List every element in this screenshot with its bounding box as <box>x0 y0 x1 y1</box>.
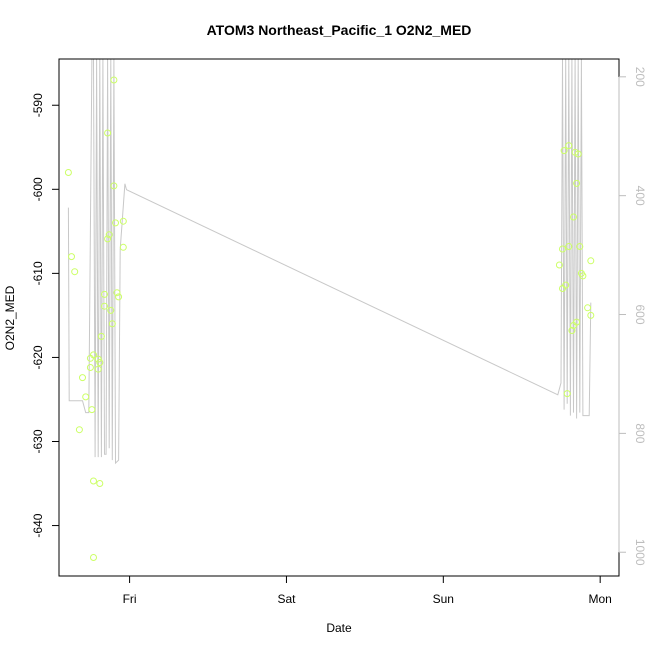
data-point <box>107 306 115 314</box>
y-tick-label: -610 <box>31 261 45 285</box>
x-tick-label: Sat <box>277 592 296 606</box>
plot-area <box>64 58 595 561</box>
data-point <box>64 169 72 176</box>
data-point <box>97 332 105 340</box>
data-point <box>82 393 90 401</box>
data-point <box>75 426 83 434</box>
data-point <box>565 243 573 250</box>
data-point <box>579 272 587 280</box>
chart-title: ATOM3 Northeast_Pacific_1 O2N2_MED <box>207 22 472 38</box>
data-point <box>573 318 581 326</box>
data-point <box>79 374 86 382</box>
y-tick-label: -630 <box>31 429 45 453</box>
data-point <box>68 253 75 261</box>
data-point <box>90 554 97 561</box>
data-point <box>565 142 573 150</box>
y-tick-label: -600 <box>31 177 45 201</box>
data-point <box>576 243 584 250</box>
data-point <box>101 302 108 310</box>
y-axis-left: -590 -600 -610 -620 -630 -640 <box>31 93 60 538</box>
data-point <box>584 304 592 312</box>
data-point <box>96 480 104 487</box>
data-point <box>112 219 119 227</box>
line-layer <box>67 58 592 465</box>
series-line <box>67 58 592 465</box>
y-axis-right: 200 400 600 800 1000 <box>618 67 647 566</box>
data-point <box>86 364 94 371</box>
y2-tick-label: 600 <box>633 305 647 325</box>
x-tick-label: Sun <box>433 592 454 606</box>
data-point <box>96 359 104 366</box>
data-point <box>573 179 581 187</box>
data-point <box>574 150 582 158</box>
y2-tick-label: 400 <box>633 186 647 206</box>
data-point <box>110 76 118 84</box>
data-point <box>71 268 79 276</box>
data-point <box>88 406 96 414</box>
data-point <box>562 281 570 289</box>
data-point <box>119 217 127 225</box>
data-point <box>94 365 102 373</box>
data-point <box>570 213 577 221</box>
y-tick-label: -620 <box>31 345 45 369</box>
data-point <box>104 235 112 243</box>
plot-frame <box>58 58 620 577</box>
data-point <box>108 320 116 328</box>
y-tick-label: -640 <box>31 513 45 537</box>
data-point <box>587 257 595 265</box>
y2-tick-label: 200 <box>633 67 647 87</box>
data-point <box>115 293 123 301</box>
data-point <box>90 477 97 485</box>
x-axis: Fri Sat Sun Mon <box>123 575 612 606</box>
x-axis-label: Date <box>326 621 352 635</box>
y2-tick-label: 1000 <box>633 539 647 566</box>
data-point <box>90 351 97 359</box>
y-axis-label: O2N2_MED <box>3 285 17 350</box>
data-point <box>101 290 108 298</box>
data-point <box>113 289 121 297</box>
data-point <box>587 311 595 319</box>
data-point <box>559 245 566 253</box>
data-point <box>104 129 112 137</box>
data-point <box>119 243 127 251</box>
data-point <box>568 327 576 334</box>
data-point <box>563 390 571 398</box>
data-point <box>555 261 563 269</box>
data-point <box>560 147 568 155</box>
x-tick-label: Mon <box>589 592 612 606</box>
y-tick-label: -590 <box>31 93 45 117</box>
x-tick-label: Fri <box>123 592 137 606</box>
data-point <box>110 182 118 190</box>
data-point <box>105 231 113 239</box>
y2-tick-label: 800 <box>633 423 647 443</box>
data-point <box>94 355 102 363</box>
points-layer <box>64 76 595 561</box>
